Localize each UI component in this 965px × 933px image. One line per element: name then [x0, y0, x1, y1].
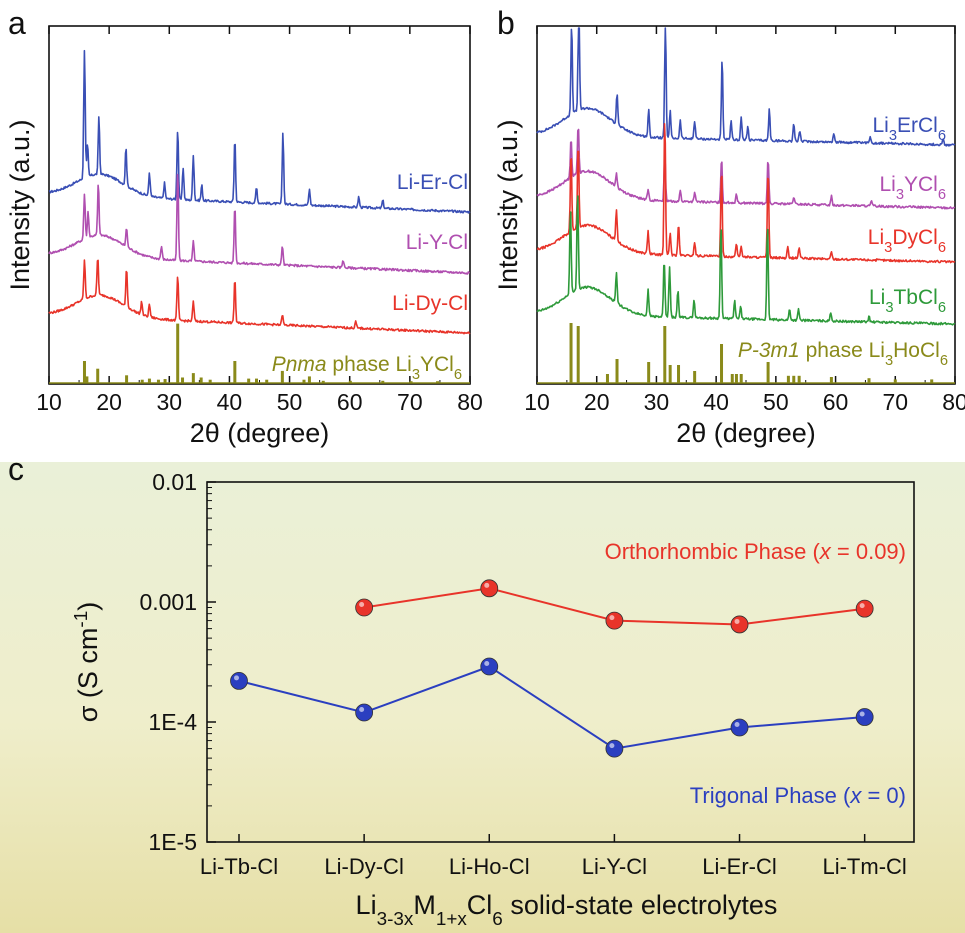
trace-label: Li-Dy-Cl [392, 292, 468, 315]
data-point-highlight [734, 618, 740, 624]
x-tick-label: 10 [524, 389, 550, 415]
x-tick-label: 20 [96, 389, 122, 415]
data-point [855, 708, 874, 726]
y-axis-title: Intensity (a.u.) [493, 119, 523, 290]
trace-label: Li-Y-Cl [406, 231, 468, 254]
x-tick-label: 50 [277, 389, 303, 415]
xrd-trace [536, 128, 956, 210]
panel-letter-c: c [8, 451, 24, 487]
xrd-trace [48, 173, 470, 275]
x-tick-label: 80 [942, 389, 965, 415]
x-axis-title: 2θ (degree) [676, 418, 816, 448]
panel-letter-a: a [8, 5, 26, 41]
trace-label: Li-Er-Cl [397, 171, 468, 194]
x-tick-label: 30 [644, 389, 670, 415]
trace-label: Li3TbCl6 [869, 286, 946, 316]
trace-label: Li3ErCl6 [872, 114, 946, 144]
x-tick-label: 40 [217, 389, 243, 415]
trace-label: Li3DyCl6 [868, 226, 946, 256]
data-point [480, 657, 499, 676]
xrd-trace [48, 49, 471, 214]
y-axis-title: σ (S cm-1) [71, 602, 104, 722]
data-point-highlight [359, 706, 365, 712]
data-point-highlight [859, 711, 865, 717]
x-tick-label: 20 [584, 389, 610, 415]
category-label: Li-Tb-Cl [200, 854, 278, 879]
x-tick-label: 10 [36, 389, 62, 415]
data-point-highlight [484, 661, 490, 667]
panel-letter-b: b [497, 5, 515, 41]
y-tick-label: 1E-4 [148, 709, 197, 735]
trace-label: Li3YCl6 [879, 173, 946, 203]
x-tick-label: 50 [763, 389, 789, 415]
data-point-highlight [609, 743, 615, 749]
data-point [730, 615, 749, 634]
data-point [355, 703, 374, 722]
xrd-trace [536, 123, 956, 264]
x-tick-label: 70 [397, 389, 423, 415]
x-tick-label: 60 [337, 389, 363, 415]
xrd-trace [536, 195, 956, 326]
data-point-highlight [484, 582, 490, 588]
data-point-highlight [734, 721, 740, 727]
x-tick-label: 80 [457, 389, 483, 415]
data-point [730, 718, 749, 737]
xrd-trace [48, 259, 471, 335]
data-point [355, 598, 374, 617]
category-label: Li-Y-Cl [582, 854, 647, 879]
x-axis-title: Li3-3xM1+xCl6 solid-state electrolytes [356, 890, 778, 930]
data-point-highlight [859, 603, 865, 609]
x-tick-label: 70 [882, 389, 908, 415]
y-tick-label: 0.001 [139, 589, 197, 615]
category-label: Li-Ho-Cl [449, 854, 530, 879]
category-label: Li-Tm-Cl [822, 854, 906, 879]
xrd-trace [536, 27, 956, 147]
x-tick-label: 40 [703, 389, 729, 415]
x-axis-title: 2θ (degree) [190, 418, 330, 448]
y-tick-label: 0.01 [152, 469, 197, 495]
reference-label: P-3m1 phase Li3HoCl6 [738, 339, 948, 369]
plot-frame-b [536, 25, 956, 385]
panel-c-background [0, 462, 965, 933]
series-label: Orthorhombic Phase (x = 0.09) [605, 539, 906, 564]
data-point-highlight [359, 601, 365, 607]
data-point-highlight [234, 675, 239, 681]
x-tick-label: 60 [823, 389, 849, 415]
series-label: Trigonal Phase (x = 0) [690, 783, 906, 808]
reference-label: Pnma phase Li3YCl6 [272, 353, 462, 383]
data-point-highlight [609, 615, 615, 621]
data-point [855, 599, 874, 618]
series-line [238, 665, 865, 750]
plot-frame-c [206, 481, 915, 843]
x-tick-label: 30 [156, 389, 182, 415]
data-point [605, 611, 624, 630]
y-axis-title: Intensity (a.u.) [5, 119, 35, 290]
category-label: Li-Dy-Cl [324, 854, 403, 879]
y-tick-label: 1E-5 [148, 829, 197, 855]
data-point [230, 672, 248, 690]
data-point [480, 579, 499, 598]
data-point [605, 739, 624, 758]
category-label: Li-Er-Cl [702, 854, 777, 879]
